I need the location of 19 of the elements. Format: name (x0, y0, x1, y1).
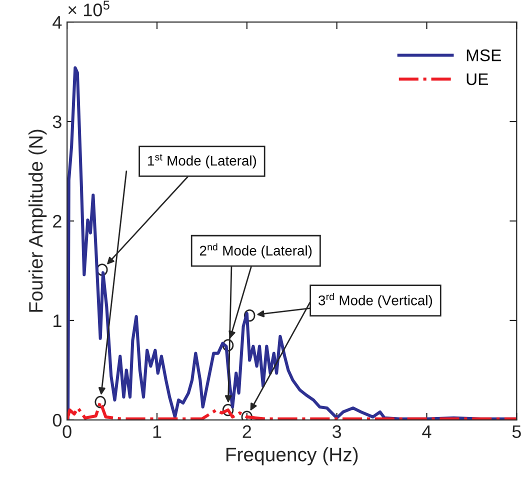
x-tick-label: 2 (242, 425, 252, 438)
x-tick-label: 3 (332, 425, 342, 438)
annotation: 2$^{nd}$ Mode (Lateral) (200, 243, 312, 258)
y-tick-label: 4 (52, 16, 62, 29)
legend-label: MSE (466, 49, 501, 62)
x-tick-label: 5 (512, 425, 521, 438)
x-axis-title: Frequency (Hz) (226, 447, 358, 466)
y-tick-label: 1 (54, 314, 62, 327)
x-tick-label: 1 (153, 425, 162, 438)
annotation: 3$^{rd}$ Mode (Vertical) (318, 292, 432, 308)
x-tick-label: 0 (62, 425, 72, 438)
legend-label: UE (466, 73, 488, 86)
y-tick-label: 3 (52, 115, 62, 128)
y-tick-label: 0 (52, 414, 62, 427)
y-tick-label: 2 (53, 214, 62, 228)
y-axis-title: Fourier Amplitude (N) (28, 130, 47, 312)
text: × 10$^{5}$ (68, 0, 110, 16)
annotation: 1$^{st}$ Mode (Lateral) (148, 154, 256, 168)
x-tick-label: 4 (422, 425, 432, 438)
